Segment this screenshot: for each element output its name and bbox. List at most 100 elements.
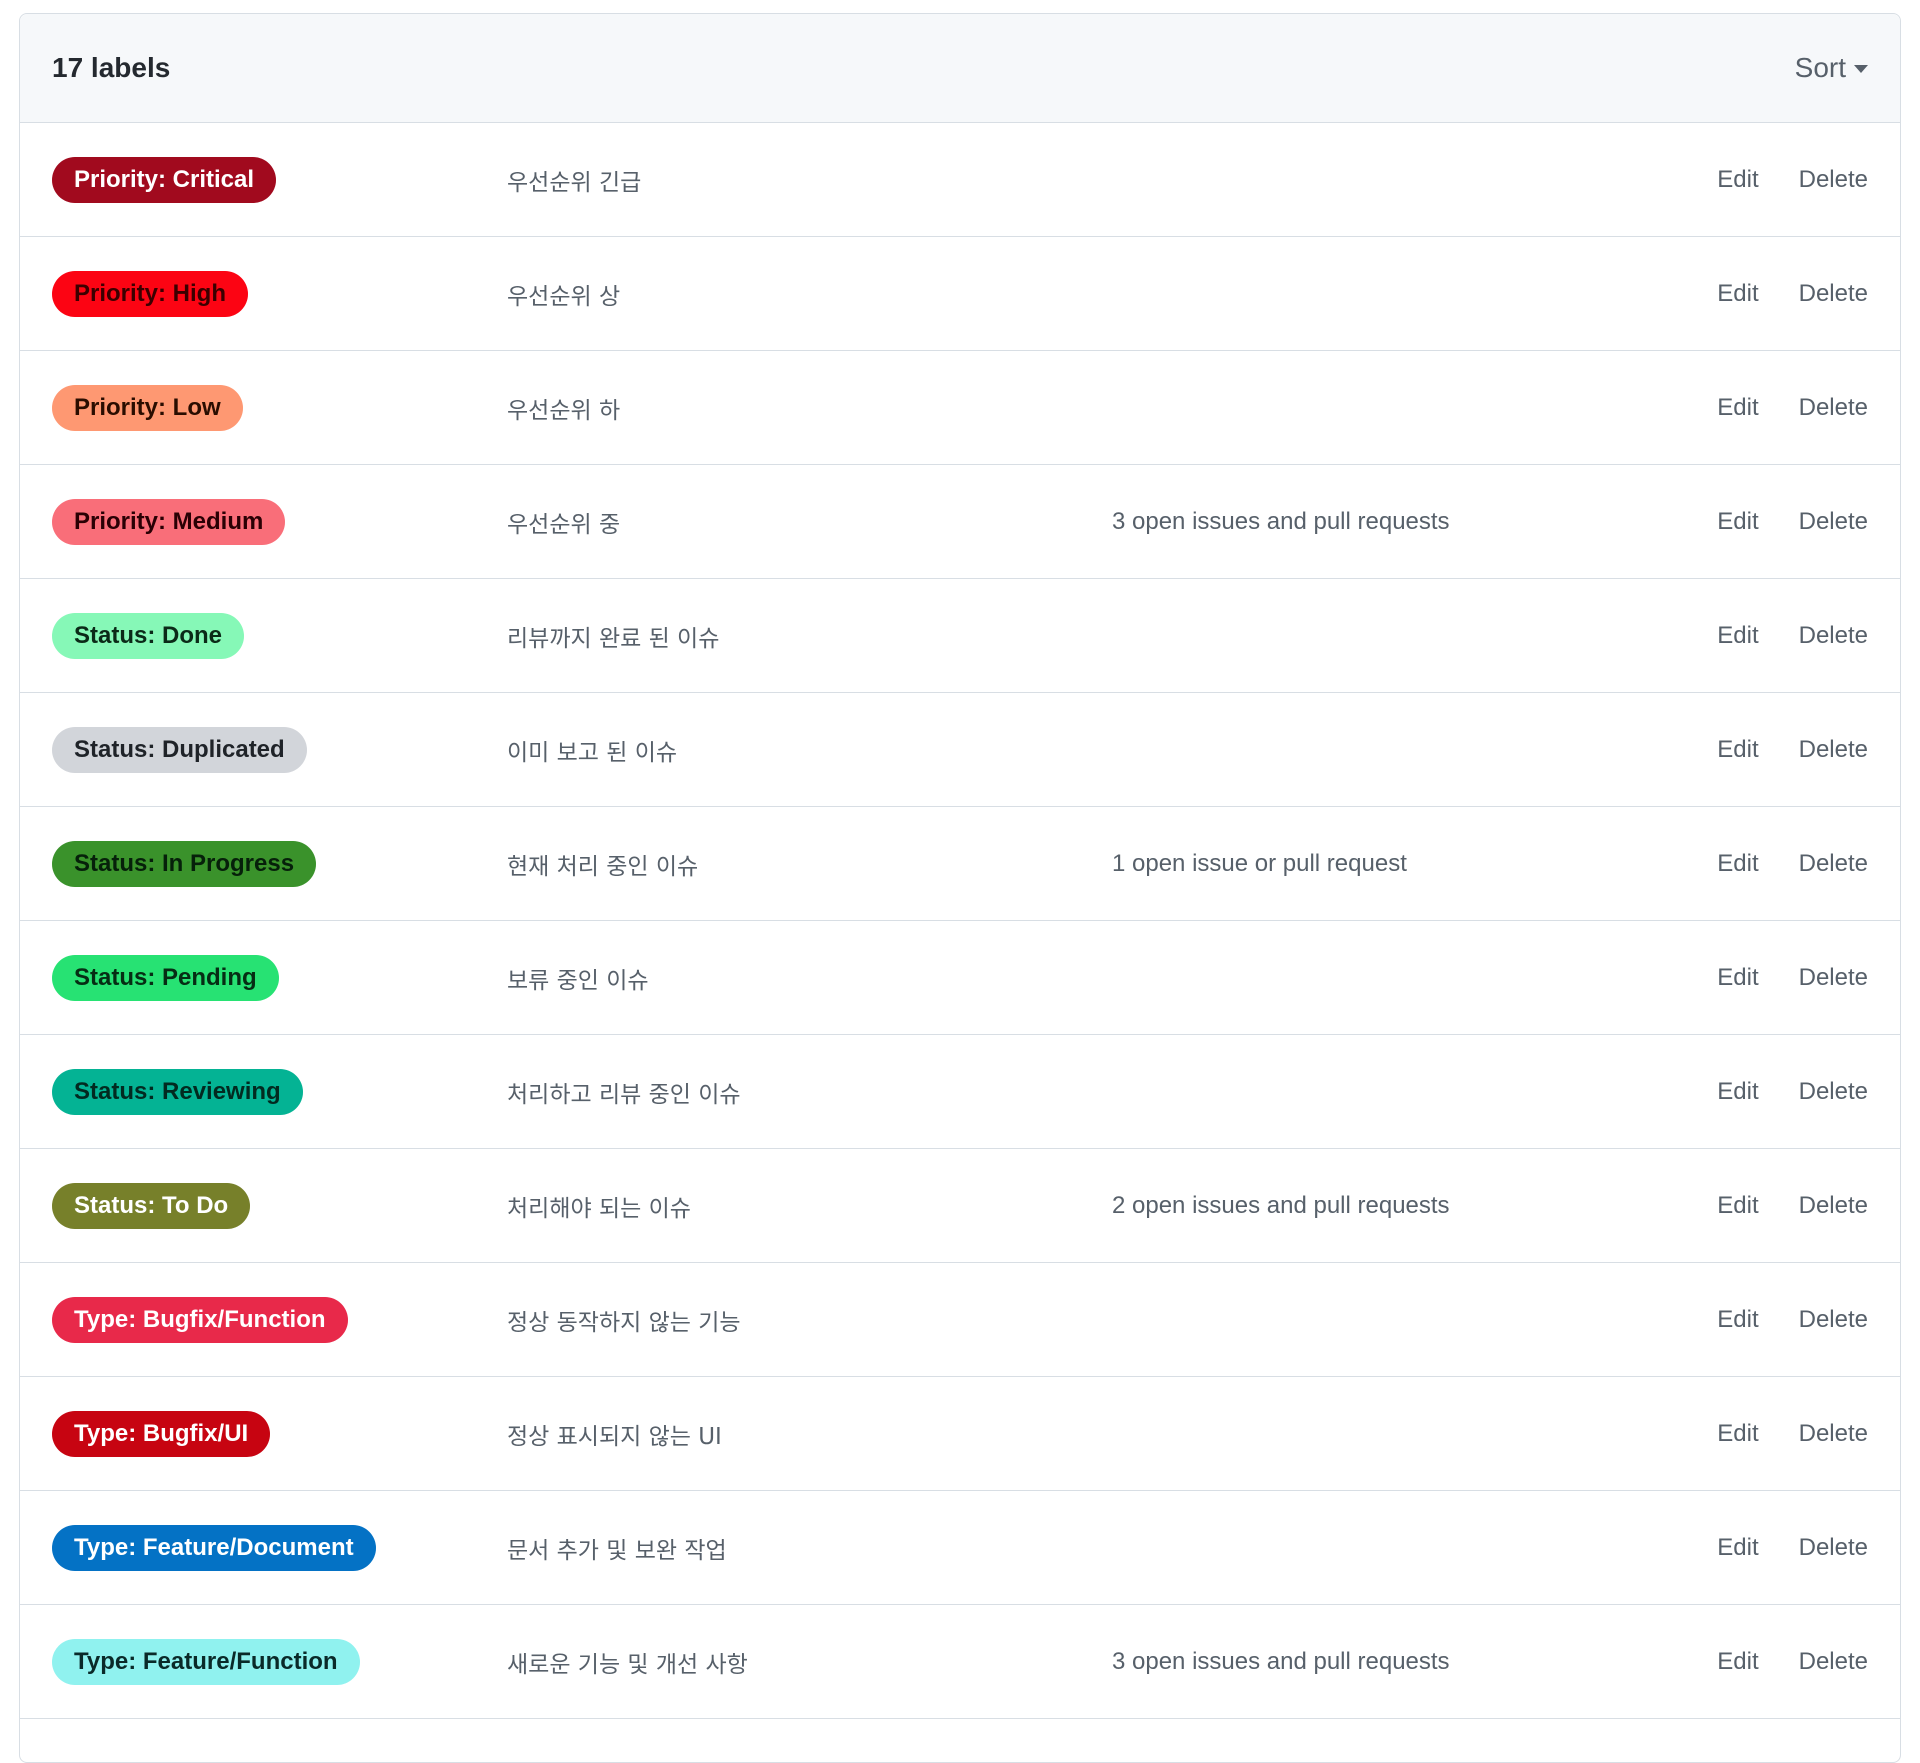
- edit-button[interactable]: Edit: [1717, 165, 1759, 193]
- sort-label: Sort: [1794, 52, 1846, 83]
- delete-button[interactable]: Delete: [1798, 1533, 1868, 1561]
- label-pill-container: Type: Feature/Function: [52, 1638, 360, 1685]
- label-pill[interactable]: Type: Bugfix/UI: [52, 1410, 271, 1457]
- delete-button[interactable]: Delete: [1798, 393, 1868, 421]
- label-description: 우선순위 중: [507, 511, 621, 538]
- label-pill[interactable]: Priority: Low: [52, 384, 243, 431]
- edit-button[interactable]: Edit: [1717, 1533, 1759, 1561]
- delete-button[interactable]: Delete: [1798, 507, 1868, 535]
- sort-dropdown[interactable]: Sort: [1795, 52, 1868, 84]
- label-row: Status: In Progress 현재 처리 중인 이슈 1 open iss…: [20, 807, 1900, 921]
- open-issues-link[interactable]: 3 open issues and pull requests: [1112, 507, 1450, 535]
- label-description: 현재 처리 중인 이슈: [507, 853, 699, 880]
- label-pill[interactable]: Priority: Medium: [52, 498, 286, 545]
- label-row: Priority: Low 우선순위 하 Edit Delete: [20, 351, 1900, 465]
- label-pill[interactable]: Status: To Do: [52, 1182, 251, 1229]
- label-pill-container: Priority: Low: [52, 384, 243, 431]
- label-description: 정상 표시되지 않는 UI: [507, 1423, 722, 1450]
- open-issues-link[interactable]: 1 open issue or pull request: [1112, 849, 1407, 877]
- labels-list: Priority: Critical 우선순위 긴급 Edit Delete Prior…: [20, 123, 1900, 1719]
- label-description: 이미 보고 된 이슈: [507, 739, 678, 766]
- edit-button[interactable]: Edit: [1717, 621, 1759, 649]
- delete-button[interactable]: Delete: [1798, 279, 1868, 307]
- label-row: Type: Bugfix/UI 정상 표시되지 않는 UI Edit Delete: [20, 1377, 1900, 1491]
- open-issues-link[interactable]: 2 open issues and pull requests: [1112, 1191, 1450, 1219]
- label-row: Priority: Critical 우선순위 긴급 Edit Delete: [20, 123, 1900, 237]
- label-actions: Edit Delete: [1717, 850, 1868, 878]
- label-actions: Edit Delete: [1717, 1420, 1868, 1448]
- label-actions: Edit Delete: [1717, 280, 1868, 308]
- label-pill[interactable]: Type: Feature/Function: [52, 1638, 360, 1685]
- label-actions: Edit Delete: [1717, 964, 1868, 992]
- edit-button[interactable]: Edit: [1717, 279, 1759, 307]
- label-row: Status: Pending 보류 중인 이슈 Edit Delete: [20, 921, 1900, 1035]
- label-description: 정상 동작하지 않는 기능: [507, 1309, 741, 1336]
- edit-button[interactable]: Edit: [1717, 1191, 1759, 1219]
- edit-button[interactable]: Edit: [1717, 1305, 1759, 1333]
- delete-button[interactable]: Delete: [1798, 1647, 1868, 1675]
- label-actions: Edit Delete: [1717, 1648, 1868, 1676]
- label-pill-container: Status: Reviewing: [52, 1068, 303, 1115]
- label-actions: Edit Delete: [1717, 1078, 1868, 1106]
- label-description: 리뷰까지 완료 된 이슈: [507, 625, 720, 652]
- label-pill[interactable]: Priority: Critical: [52, 156, 277, 203]
- edit-button[interactable]: Edit: [1717, 1647, 1759, 1675]
- label-actions: Edit Delete: [1717, 736, 1868, 764]
- label-actions: Edit Delete: [1717, 1306, 1868, 1334]
- label-pill-container: Status: Pending: [52, 954, 279, 1001]
- edit-button[interactable]: Edit: [1717, 963, 1759, 991]
- label-row: Status: Duplicated 이미 보고 된 이슈 Edit Delete: [20, 693, 1900, 807]
- edit-button[interactable]: Edit: [1717, 393, 1759, 421]
- label-pill-container: Priority: Medium: [52, 498, 286, 545]
- caret-down-icon: [1854, 65, 1868, 73]
- delete-button[interactable]: Delete: [1798, 1191, 1868, 1219]
- label-description: 문서 추가 및 보완 작업: [507, 1537, 727, 1564]
- label-row: Status: To Do 처리해야 되는 이슈 2 open issues and…: [20, 1149, 1900, 1263]
- label-pill-container: Type: Bugfix/UI: [52, 1410, 271, 1457]
- label-actions: Edit Delete: [1717, 1534, 1868, 1562]
- label-pill-container: Status: In Progress: [52, 840, 317, 887]
- delete-button[interactable]: Delete: [1798, 963, 1868, 991]
- delete-button[interactable]: Delete: [1798, 1077, 1868, 1105]
- label-actions: Edit Delete: [1717, 1192, 1868, 1220]
- label-description: 우선순위 상: [507, 283, 621, 310]
- label-pill[interactable]: Status: Reviewing: [52, 1068, 303, 1115]
- label-pill[interactable]: Type: Feature/Document: [52, 1524, 376, 1571]
- delete-button[interactable]: Delete: [1798, 735, 1868, 763]
- label-pill-container: Type: Feature/Document: [52, 1524, 376, 1571]
- label-description: 우선순위 긴급: [507, 169, 642, 196]
- label-pill-container: Status: Done: [52, 612, 245, 659]
- edit-button[interactable]: Edit: [1717, 507, 1759, 535]
- open-issues-link[interactable]: 3 open issues and pull requests: [1112, 1647, 1450, 1675]
- delete-button[interactable]: Delete: [1798, 1419, 1868, 1447]
- label-pill[interactable]: Status: In Progress: [52, 840, 317, 887]
- edit-button[interactable]: Edit: [1717, 1077, 1759, 1105]
- label-description: 우선순위 하: [507, 397, 621, 424]
- delete-button[interactable]: Delete: [1798, 621, 1868, 649]
- edit-button[interactable]: Edit: [1717, 1419, 1759, 1447]
- label-pill[interactable]: Status: Pending: [52, 954, 279, 1001]
- label-pill[interactable]: Status: Done: [52, 612, 245, 659]
- label-pill-container: Type: Bugfix/Function: [52, 1296, 348, 1343]
- label-pill[interactable]: Type: Bugfix/Function: [52, 1296, 348, 1343]
- label-pill[interactable]: Priority: High: [52, 270, 249, 317]
- label-actions: Edit Delete: [1717, 394, 1868, 422]
- edit-button[interactable]: Edit: [1717, 735, 1759, 763]
- label-row: Type: Feature/Document 문서 추가 및 보완 작업 Edit D…: [20, 1491, 1900, 1605]
- edit-button[interactable]: Edit: [1717, 849, 1759, 877]
- label-pill-container: Priority: High: [52, 270, 249, 317]
- delete-button[interactable]: Delete: [1798, 1305, 1868, 1333]
- delete-button[interactable]: Delete: [1798, 849, 1868, 877]
- label-description: 처리해야 되는 이슈: [507, 1195, 691, 1222]
- labels-header: 17 labels Sort: [20, 14, 1900, 123]
- label-actions: Edit Delete: [1717, 166, 1868, 194]
- label-row: Type: Feature/Function 새로운 기능 및 개선 사항 3 op…: [20, 1605, 1900, 1719]
- label-row: Status: Reviewing 처리하고 리뷰 중인 이슈 Edit Delete: [20, 1035, 1900, 1149]
- label-pill[interactable]: Status: Duplicated: [52, 726, 307, 773]
- delete-button[interactable]: Delete: [1798, 165, 1868, 193]
- label-actions: Edit Delete: [1717, 508, 1868, 536]
- label-description: 처리하고 리뷰 중인 이슈: [507, 1081, 741, 1108]
- label-description: 새로운 기능 및 개선 사항: [507, 1651, 748, 1678]
- label-actions: Edit Delete: [1717, 622, 1868, 650]
- label-row: Priority: Medium 우선순위 중 3 open issues and …: [20, 465, 1900, 579]
